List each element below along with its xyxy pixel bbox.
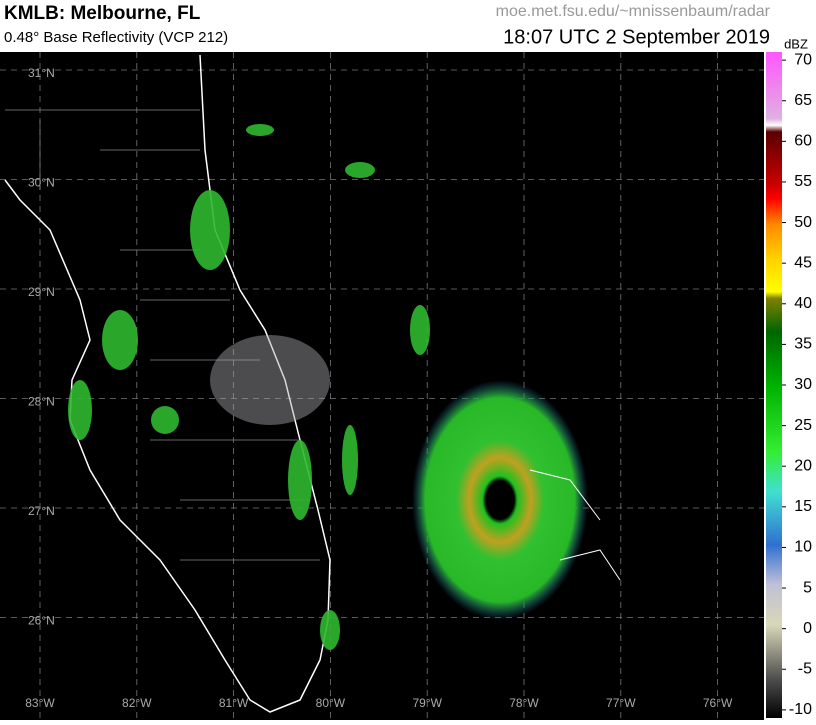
colorbar-tick-label: 5: [803, 579, 812, 596]
lat-label: 27°N: [28, 504, 55, 518]
map-background: [0, 52, 764, 720]
lon-label: 80°W: [316, 696, 346, 710]
colorbar-tick-label: 25: [794, 417, 812, 434]
colorbar-tick-label: 10: [794, 539, 812, 556]
colorbar-tick-label: 40: [794, 295, 812, 312]
title: KMLB: Melbourne, FL: [4, 3, 201, 24]
lat-label: 31°N: [28, 66, 55, 80]
lat-label: 29°N: [28, 285, 55, 299]
colorbar-unit: dBZ: [784, 36, 808, 51]
coastline: [4, 54, 331, 713]
colorbar-tick-label: 55: [794, 173, 812, 190]
timestamp: 18:07 UTC 2 September 2019: [503, 26, 770, 48]
colorbar-tick-label: -5: [798, 660, 812, 677]
source-url: moe.met.fsu.edu/~mnissenbaum/radar: [496, 3, 771, 20]
colorbar-tick-label: 30: [794, 376, 812, 393]
colorbar-tick-label: -10: [789, 701, 812, 718]
ground-clutter: [210, 335, 330, 425]
lat-label: 26°N: [28, 614, 55, 628]
rain-bands: [68, 124, 430, 650]
colorbar: [766, 52, 782, 718]
colorbar-tick-label: 70: [794, 51, 812, 68]
hurricane-echo: [412, 380, 588, 620]
county-lines: [5, 109, 320, 561]
colorbar-tick-label: 15: [794, 498, 812, 515]
colorbar-tick-label: 45: [794, 254, 812, 271]
lon-label: 76°W: [703, 696, 733, 710]
lon-label: 79°W: [412, 696, 442, 710]
colorbar-tick-label: 50: [794, 214, 812, 231]
lat-label: 30°N: [28, 176, 55, 190]
lon-label: 83°W: [25, 696, 55, 710]
lat-label: 28°N: [28, 395, 55, 409]
bahamas-coast: [529, 469, 621, 581]
colorbar-tick-label: 20: [794, 457, 812, 474]
lon-label: 78°W: [509, 696, 539, 710]
lon-label: 82°W: [122, 696, 152, 710]
lon-label: 81°W: [219, 696, 249, 710]
colorbar-tick-label: 60: [794, 133, 812, 150]
lon-label: 77°W: [606, 696, 636, 710]
colorbar-tick-label: 0: [803, 620, 812, 637]
subtitle: 0.48° Base Reflectivity (VCP 212): [4, 29, 228, 46]
colorbar-tick-label: 65: [794, 92, 812, 109]
colorbar-tick-label: 35: [794, 336, 812, 353]
